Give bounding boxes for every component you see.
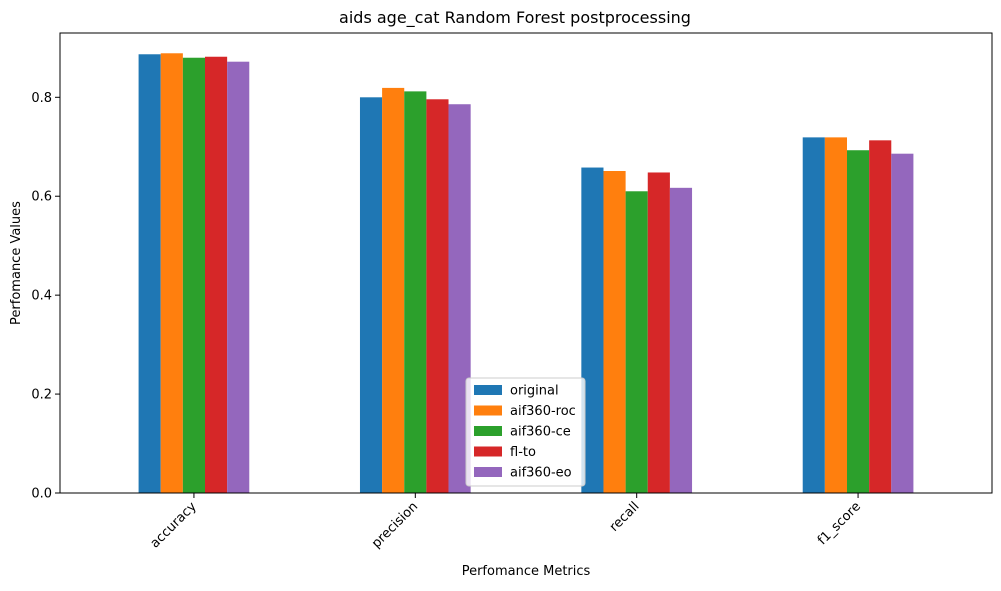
legend-label-aif360-ce: aif360-ce xyxy=(510,425,571,440)
bar-precision-fl-to xyxy=(426,99,449,493)
legend-swatch-aif360-eo xyxy=(474,467,502,477)
legend-swatch-aif360-roc xyxy=(474,405,502,416)
x-tick-label-accuracy: accuracy xyxy=(148,499,200,551)
bar-accuracy-aif360-roc xyxy=(160,53,183,493)
bars-layer xyxy=(138,53,914,494)
bar-f1-score-aif360-eo xyxy=(891,153,914,493)
chart-title: aids age_cat Random Forest postprocessin… xyxy=(339,8,691,28)
bar-recall-aif360-eo xyxy=(669,187,693,493)
bar-recall-original xyxy=(581,167,604,494)
legend-label-fl-to: fl-to xyxy=(510,445,536,460)
bar-precision-original xyxy=(359,97,383,494)
legend-label-original: original xyxy=(510,384,559,399)
legend-swatch-aif360-ce xyxy=(474,426,502,436)
bar-recall-aif360-roc xyxy=(603,171,626,493)
legend-swatch-fl-to xyxy=(474,446,502,457)
bar-f1-score-aif360-ce xyxy=(847,150,870,494)
x-axis-ticks: accuracy precision recall f1_score xyxy=(148,493,864,551)
bar-accuracy-fl-to xyxy=(205,56,228,494)
bar-accuracy-aif360-ce xyxy=(182,57,205,493)
bar-recall-aif360-ce xyxy=(625,191,648,493)
legend-label-aif360-roc: aif360-roc xyxy=(510,404,576,419)
legend-label-aif360-eo: aif360-eo xyxy=(510,466,572,481)
bar-precision-aif360-ce xyxy=(404,91,427,494)
bar-f1-score-fl-to xyxy=(869,140,892,493)
bar-accuracy-aif360-eo xyxy=(227,61,250,493)
y-axis-label: Perfomance Values xyxy=(9,201,24,325)
bar-precision-aif360-eo xyxy=(448,104,471,493)
y-tick-label: 0.4 xyxy=(31,289,52,304)
bar-f1-score-original xyxy=(802,137,825,493)
x-tick-label-precision: precision xyxy=(369,499,421,551)
legend-box xyxy=(465,377,586,487)
x-tick-label-f1-score: f1_score xyxy=(815,499,864,548)
x-axis-label: Perfomance Metrics xyxy=(462,564,591,579)
bar-recall-fl-to xyxy=(647,172,670,494)
legend: original aif360-roc aif360-ce fl-to aif360-e… xyxy=(465,377,586,487)
y-tick-label: 0.6 xyxy=(31,190,52,205)
legend-swatch-original xyxy=(474,385,502,395)
y-tick-label: 0.8 xyxy=(31,91,52,106)
bar-precision-aif360-roc xyxy=(382,87,405,494)
bar-f1-score-aif360-roc xyxy=(824,137,847,493)
y-axis-ticks: 0.0 0.2 0.4 0.6 0.8 xyxy=(31,91,60,502)
bar-accuracy-original xyxy=(138,54,161,494)
plot-frame xyxy=(59,32,993,494)
y-tick-label: 0.2 xyxy=(31,388,52,403)
x-tick-label-recall: recall xyxy=(607,499,643,535)
y-tick-label: 0.0 xyxy=(31,487,52,502)
